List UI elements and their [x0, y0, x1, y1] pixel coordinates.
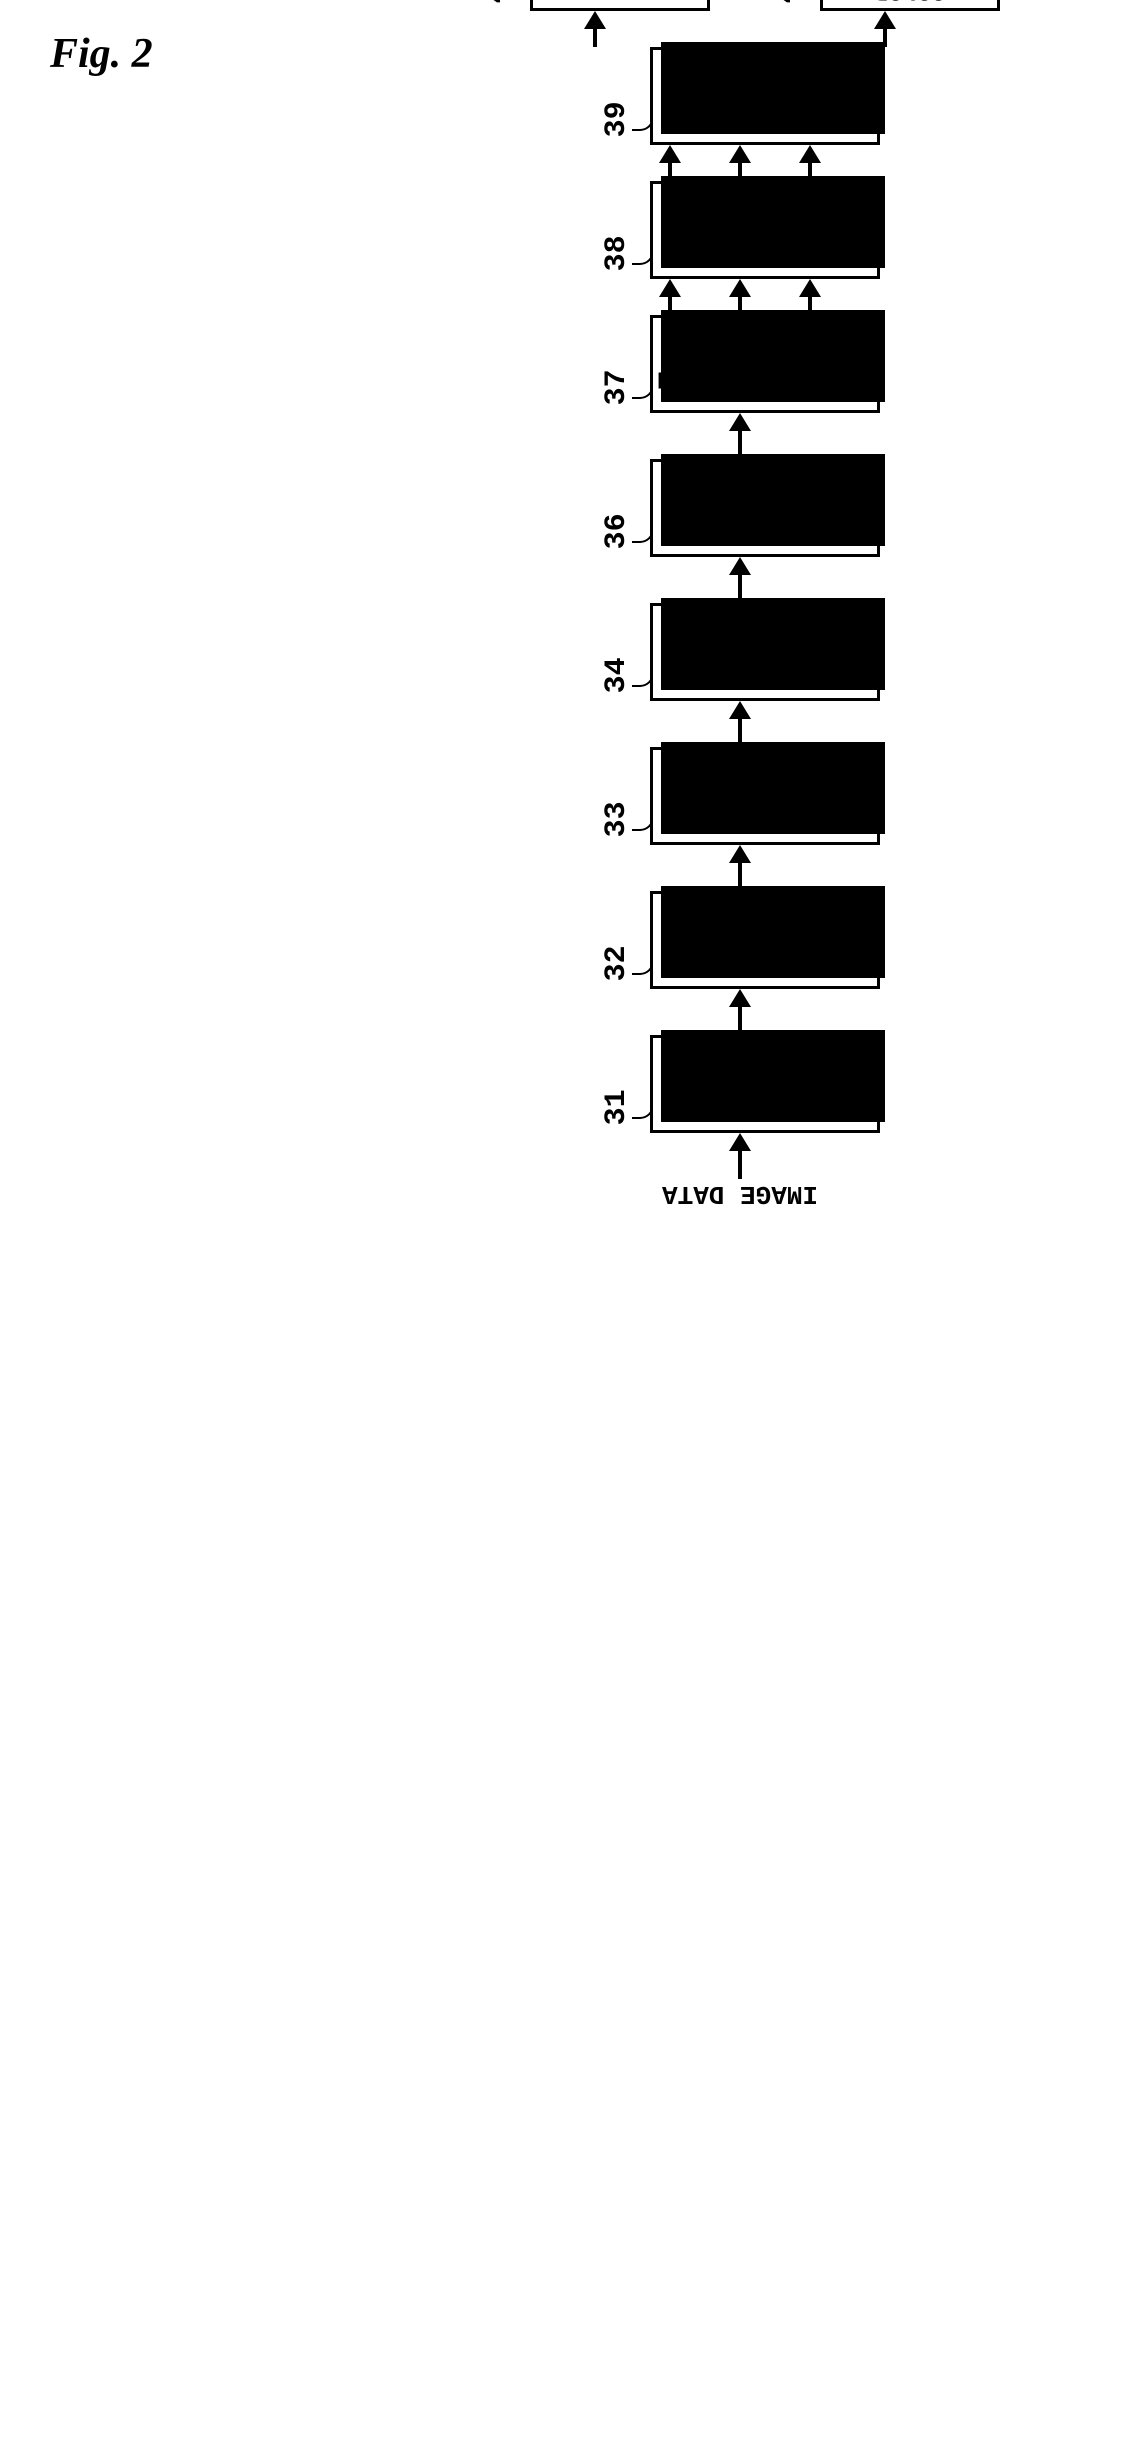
ref-39: 39 [600, 101, 634, 137]
arrow-icon [658, 279, 682, 315]
branch-contour: 40 CONTOUR CORRECTION OUTPUT IMAGE DATA [480, 0, 710, 47]
box-gain-correction: GAIN CORRECTION [650, 891, 880, 989]
arrow-34-36 [728, 557, 752, 603]
arrow-31-32 [728, 989, 752, 1035]
arrow-icon [798, 279, 822, 315]
block-linear-matrix: 33 LINEAR MATRIX [600, 747, 880, 845]
arrow-33-34 [728, 701, 752, 747]
box-noise-reduction-2: NOISE REDUCTION 2 [650, 47, 880, 145]
arrow-input [728, 1133, 752, 1179]
input-label: IMAGE DATA [662, 1179, 818, 1208]
block-rgb-yc-conversion: 38 RGB-YC CONVERSION [600, 181, 880, 279]
ref-38: 38 [600, 235, 634, 271]
box-offset-correction: OFFSET CORRECTION [650, 1035, 880, 1133]
box-contour-correction: CONTOUR CORRECTION [530, 0, 710, 11]
ref-33: 33 [600, 801, 634, 837]
arrow-icon [728, 279, 752, 315]
block-noise-reduction-1: 36 NOISE REDUCTION 1 [600, 459, 880, 557]
block-synchronization: 37 SYNCHRONIZATION PROCESSING [600, 315, 880, 413]
box-gamma-correction: GAMMA CORRECTION [650, 603, 880, 701]
block-contour-correction: 40 CONTOUR CORRECTION [480, 0, 710, 11]
block-color-difference-matrix: 41 COLOR DIFFERENCE MATRIX [770, 0, 1000, 11]
ref-34: 34 [600, 657, 634, 693]
arrow-32-33 [728, 845, 752, 891]
block-noise-reduction-2: 39 NOISE REDUCTION 2 [600, 47, 880, 145]
arrow-39-41 [873, 11, 897, 47]
ref-31: 31 [600, 1089, 634, 1125]
arrow-icon [728, 145, 752, 181]
arrows-37-38 [640, 279, 840, 315]
ref-41: 41 [770, 0, 804, 3]
branch-color-difference: 41 COLOR DIFFERENCE MATRIX [770, 0, 1000, 47]
arrows-38-39 [640, 145, 840, 181]
arrow-39-40 [583, 11, 607, 47]
box-linear-matrix: LINEAR MATRIX [650, 747, 880, 845]
box-rgb-yc-conversion: RGB-YC CONVERSION [650, 181, 880, 279]
ref-32: 32 [600, 945, 634, 981]
box-synchronization: SYNCHRONIZATION PROCESSING [650, 315, 880, 413]
arrow-icon [658, 145, 682, 181]
ref-37: 37 [600, 369, 634, 405]
block-gamma-correction: 34 GAMMA CORRECTION [600, 603, 880, 701]
ref-36: 36 [600, 513, 634, 549]
ref-40: 40 [480, 0, 514, 3]
block-offset-correction: 31 OFFSET CORRECTION [600, 1035, 880, 1133]
arrow-icon [798, 145, 822, 181]
box-noise-reduction-1: NOISE REDUCTION 1 [650, 459, 880, 557]
box-color-difference-matrix: COLOR DIFFERENCE MATRIX [820, 0, 1000, 11]
flowchart-diagram: IMAGE DATA 31 OFFSET CORRECTION 32 GAIN … [480, 0, 1000, 1208]
arrow-36-37 [728, 413, 752, 459]
block-gain-correction: 32 GAIN CORRECTION [600, 891, 880, 989]
